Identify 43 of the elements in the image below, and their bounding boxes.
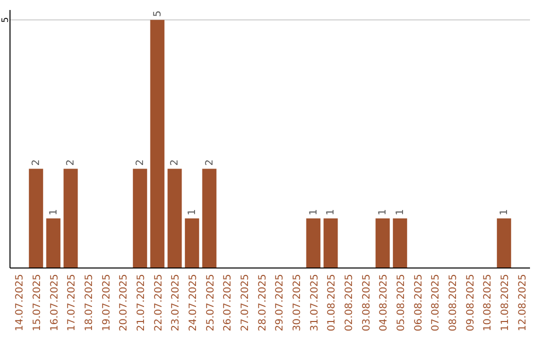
x-tick-label: 23.07.2025 (170, 274, 182, 332)
x-tick-label: 08.08.2025 (448, 274, 459, 332)
data-label: 1 (499, 209, 510, 216)
x-tick-label: 03.08.2025 (361, 274, 372, 332)
data-label: 2 (170, 159, 181, 166)
x-tick-label: 19.07.2025 (101, 274, 112, 332)
x-tick-label: 30.07.2025 (292, 274, 303, 332)
x-tick-label: 15.07.2025 (32, 274, 43, 332)
data-label: 5 (152, 10, 164, 17)
data-label: 2 (135, 159, 146, 166)
data-label: 1 (187, 209, 198, 216)
x-tick-label: 12.08.2025 (517, 274, 528, 332)
x-tick-label: 27.07.2025 (240, 274, 251, 332)
x-tick-label: 28.07.2025 (257, 274, 268, 332)
x-tick-label: 20.07.2025 (118, 274, 130, 332)
x-tick-label: 05.08.2025 (396, 274, 407, 332)
x-tick-label: 16.07.2025 (49, 274, 60, 332)
x-tick-label: 01.08.2025 (326, 274, 338, 332)
data-label: 1 (395, 209, 406, 216)
x-tick-label: 25.07.2025 (205, 274, 216, 332)
data-label: 2 (204, 159, 216, 166)
x-tick-label: 24.07.2025 (188, 274, 199, 332)
x-tick-label: 09.08.2025 (465, 274, 476, 332)
x-tick-label: 07.08.2025 (430, 274, 442, 332)
x-tick-label: 06.08.2025 (413, 274, 424, 332)
data-label: 2 (66, 159, 77, 166)
data-label: 1 (48, 209, 60, 216)
x-tick-label: 26.07.2025 (222, 274, 234, 332)
data-label: 1 (378, 209, 389, 216)
x-tick-label: 18.07.2025 (84, 274, 95, 332)
data-label: 2 (31, 159, 42, 166)
data-label: 1 (308, 209, 320, 216)
x-tick-label: 22.07.2025 (153, 274, 164, 332)
x-tick-label: 21.07.2025 (136, 274, 147, 332)
data-label: 1 (326, 209, 337, 216)
x-tick-label: 04.08.2025 (378, 274, 390, 332)
x-tick-label: 29.07.2025 (274, 274, 286, 332)
x-tick-label: 10.08.2025 (482, 274, 494, 332)
x-tick-label: 02.08.2025 (344, 274, 355, 332)
x-tick-label: 11.08.2025 (500, 274, 511, 332)
x-tick-label: 14.07.2025 (14, 274, 26, 332)
x-tick-label: 17.07.2025 (66, 274, 78, 332)
x-tick-label: 31.07.2025 (309, 274, 320, 332)
